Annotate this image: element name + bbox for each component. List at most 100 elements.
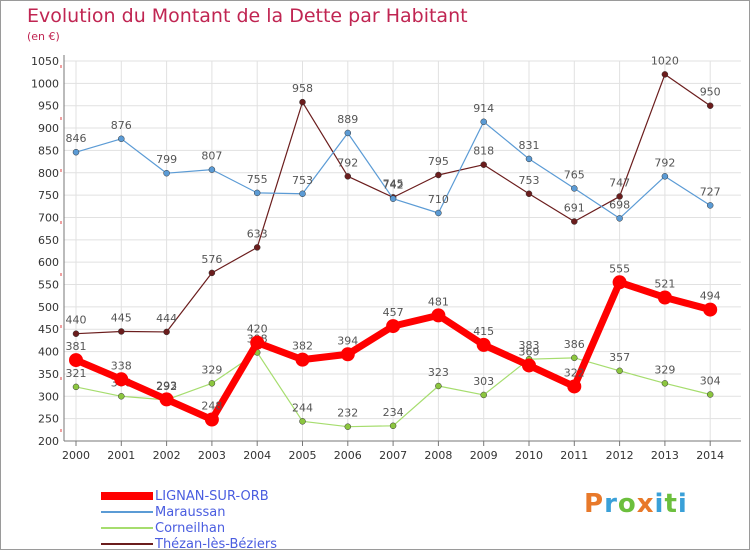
data-point-thezan-les-beziers: [118, 328, 125, 335]
x-tick-label: 2014: [696, 449, 724, 462]
data-point-corneilhan: [661, 380, 669, 387]
x-tick-label: 2012: [606, 449, 634, 462]
data-label-lignan-sur-orb: 420: [247, 323, 268, 336]
data-label-maraussan: 792: [654, 156, 675, 169]
x-tick-label: 2013: [651, 449, 679, 462]
data-label-maraussan: 876: [111, 119, 132, 132]
data-label-thezan-les-beziers: 691: [564, 201, 585, 214]
data-point-thezan-les-beziers: [480, 161, 487, 168]
data-point-thezan-les-beziers: [299, 98, 306, 106]
data-label-corneilhan: 383: [519, 339, 540, 352]
data-label-lignan-sur-orb: 322: [564, 366, 585, 379]
logo-letter: i: [654, 489, 665, 519]
data-label-maraussan: 807: [201, 150, 222, 163]
legend-swatch: [101, 511, 153, 513]
y-tick-label: 250: [38, 413, 59, 426]
data-label-thezan-les-beziers: 792: [337, 156, 358, 169]
data-label-lignan-sur-orb: 481: [428, 295, 449, 308]
data-point-maraussan: [163, 169, 170, 177]
data-point-lignan-sur-orb: [69, 353, 83, 368]
data-label-thezan-les-beziers: 950: [700, 86, 721, 99]
data-label-lignan-sur-orb: 555: [609, 262, 630, 275]
data-label-thezan-les-beziers: 745: [383, 177, 404, 190]
data-label-lignan-sur-orb: 494: [700, 290, 721, 303]
data-point-lignan-sur-orb: [703, 302, 718, 317]
data-label-corneilhan: 303: [473, 375, 494, 388]
data-point-lignan-sur-orb: [612, 275, 627, 290]
data-point-thezan-les-beziers: [525, 190, 533, 198]
data-label-maraussan: 710: [428, 193, 449, 206]
legend-swatch: [101, 492, 153, 500]
data-label-corneilhan: 357: [609, 351, 630, 364]
data-label-corneilhan: 329: [654, 363, 675, 376]
data-point-corneilhan: [435, 382, 442, 390]
x-tick-label: 2001: [107, 449, 135, 462]
data-label-thezan-les-beziers: 747: [609, 176, 630, 189]
data-label-corneilhan: 386: [564, 338, 585, 351]
data-label-maraussan: 755: [247, 173, 268, 186]
x-tick-label: 2008: [424, 449, 452, 462]
data-point-lignan-sur-orb: [159, 392, 174, 407]
data-point-lignan-sur-orb: [567, 379, 582, 394]
data-label-corneilhan: 329: [201, 363, 222, 376]
data-point-maraussan: [480, 118, 487, 126]
y-tick-label: 600: [38, 256, 59, 269]
y-tick-label: 500: [38, 301, 59, 314]
data-label-thezan-les-beziers: 958: [292, 82, 313, 95]
x-tick-label: 2010: [515, 449, 543, 462]
data-point-maraussan: [571, 185, 578, 192]
data-point-thezan-les-beziers: [661, 71, 669, 78]
data-point-corneilhan: [72, 383, 80, 391]
y-tick-label: 850: [38, 144, 59, 157]
data-point-corneilhan: [480, 391, 487, 399]
logo-letter: i: [677, 489, 688, 519]
data-point-corneilhan: [706, 391, 714, 398]
data-point-thezan-les-beziers: [163, 328, 170, 336]
data-point-thezan-les-beziers: [208, 269, 216, 277]
data-point-lignan-sur-orb: [431, 308, 446, 323]
data-point-maraussan: [525, 155, 533, 163]
data-point-thezan-les-beziers: [616, 193, 623, 200]
data-point-lignan-sur-orb: [204, 412, 219, 427]
x-tick-label: 2007: [379, 449, 407, 462]
data-label-maraussan: 753: [292, 174, 313, 187]
y-tick-label: 200: [38, 435, 59, 448]
data-point-lignan-sur-orb: [250, 335, 265, 350]
data-point-corneilhan: [389, 422, 397, 430]
data-point-maraussan: [253, 189, 261, 197]
data-label-maraussan: 698: [609, 198, 630, 211]
data-label-maraussan: 914: [473, 102, 494, 115]
data-point-lignan-sur-orb: [386, 319, 401, 334]
data-point-maraussan: [208, 166, 216, 173]
data-point-corneilhan: [344, 423, 352, 430]
data-label-maraussan: 799: [156, 153, 177, 166]
data-point-lignan-sur-orb: [657, 290, 672, 305]
y-tick-label: 800: [38, 167, 59, 180]
data-label-corneilhan: 244: [292, 401, 313, 414]
data-point-thezan-les-beziers: [253, 244, 261, 251]
data-label-thezan-les-beziers: 576: [201, 253, 222, 266]
data-label-thezan-les-beziers: 445: [111, 311, 132, 324]
data-point-maraussan: [435, 209, 442, 217]
data-point-maraussan: [72, 148, 80, 156]
y-tick-label: 550: [38, 279, 59, 292]
y-tick-label: 900: [38, 122, 59, 135]
chart-subtitle: (en €): [27, 30, 60, 43]
data-point-thezan-les-beziers: [706, 102, 714, 109]
y-tick-label: 350: [38, 368, 59, 381]
x-tick-label: 2009: [470, 449, 498, 462]
data-point-maraussan: [118, 135, 125, 143]
data-point-thezan-les-beziers: [571, 218, 578, 225]
data-point-maraussan: [389, 195, 397, 202]
data-label-maraussan: 831: [519, 139, 540, 152]
x-tick-label: 2011: [560, 449, 588, 462]
data-label-thezan-les-beziers: 1020: [651, 54, 679, 67]
data-label-maraussan: 765: [564, 168, 585, 181]
data-label-lignan-sur-orb: 521: [654, 277, 675, 290]
data-label-maraussan: 846: [66, 132, 87, 145]
data-point-maraussan: [616, 215, 623, 222]
data-label-lignan-sur-orb: 382: [292, 340, 313, 353]
chart-legend: LIGNAN-SUR-ORB Maraussan Corneilhan Thézan-…: [101, 488, 277, 552]
data-point-maraussan: [344, 129, 352, 137]
legend-label: Maraussan: [155, 504, 226, 520]
